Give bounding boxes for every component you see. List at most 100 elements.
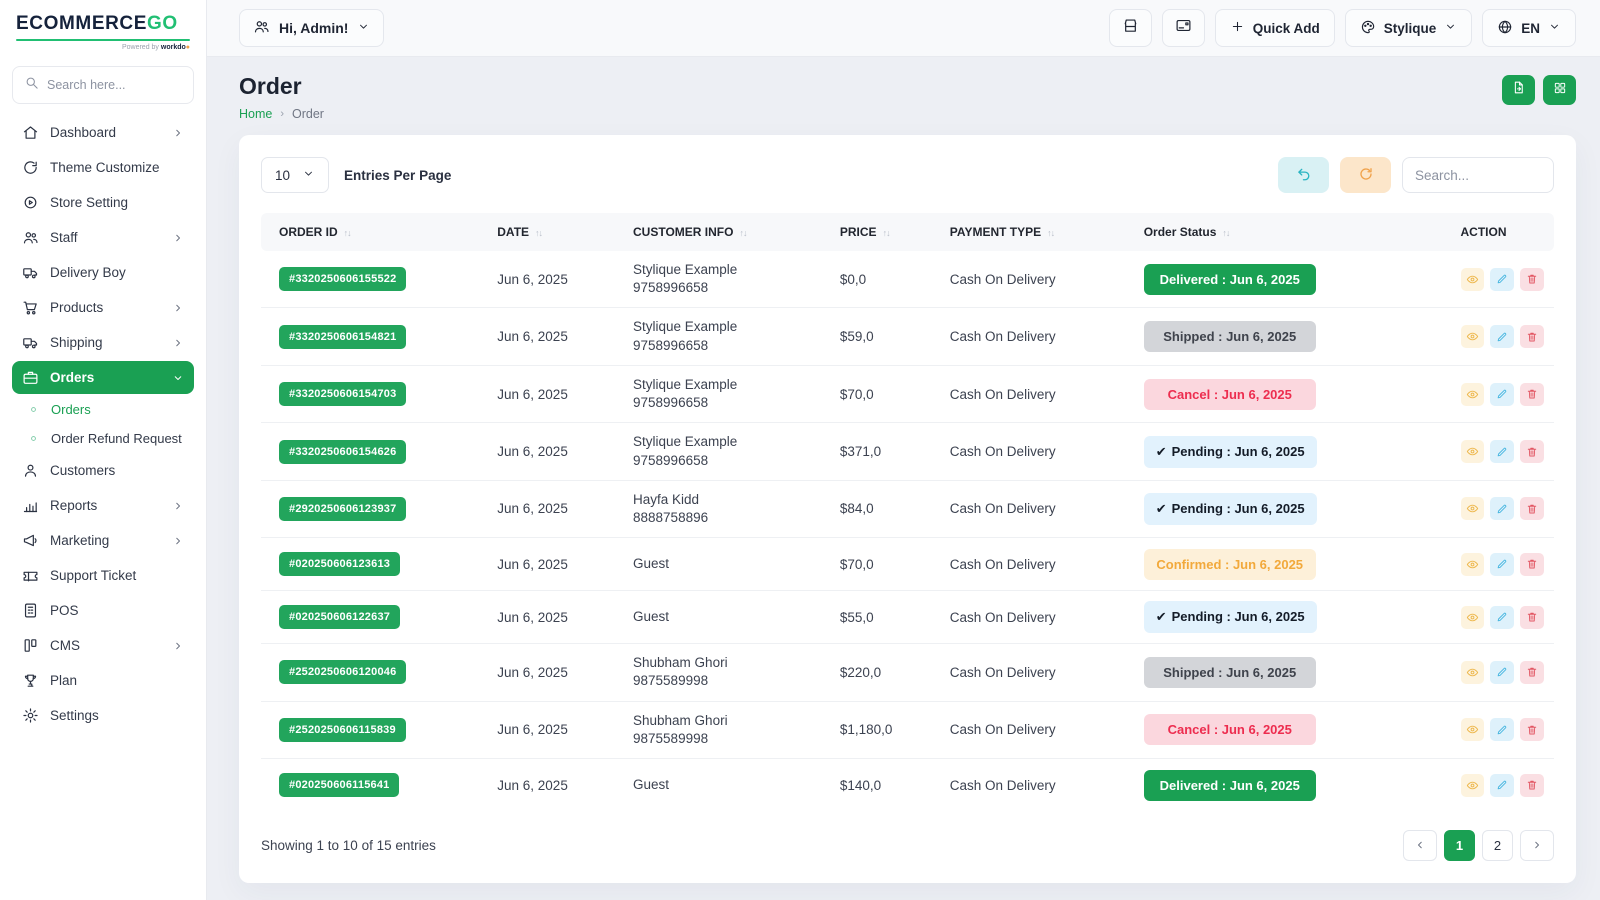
sidebar-item-marketing[interactable]: Marketing	[12, 524, 194, 557]
edit-order-button[interactable]	[1490, 382, 1515, 406]
delete-order-button[interactable]	[1520, 325, 1544, 349]
edit-order-button[interactable]	[1490, 718, 1515, 742]
users-icon	[22, 229, 39, 246]
edit-order-button[interactable]	[1490, 605, 1515, 629]
storefront-button[interactable]	[1108, 9, 1152, 47]
view-order-button[interactable]	[1460, 718, 1485, 742]
sidebar-item-pos[interactable]: POS	[12, 594, 194, 627]
column-header-date[interactable]: DATE ↑↓	[487, 213, 624, 251]
brand-logo[interactable]: ECOMMERCEGO Powered by workdo●	[0, 0, 206, 57]
breadcrumb-home-link[interactable]: Home	[239, 107, 273, 121]
export-button[interactable]	[1502, 75, 1535, 105]
view-order-button[interactable]	[1460, 552, 1485, 576]
sidebar-item-staff[interactable]: Staff	[12, 221, 194, 254]
edit-order-button[interactable]	[1490, 773, 1515, 797]
sidebar-item-cms[interactable]: CMS	[12, 629, 194, 662]
view-order-button[interactable]	[1460, 605, 1485, 629]
order-id-badge[interactable]: #3320250606155522	[279, 267, 407, 292]
sidebar-item-shipping[interactable]: Shipping	[12, 326, 194, 359]
sidebar-item-products[interactable]: Products	[12, 291, 194, 324]
edit-order-button[interactable]	[1490, 440, 1515, 464]
pagination-next-button[interactable]	[1520, 829, 1554, 861]
edit-order-button[interactable]	[1490, 325, 1515, 349]
delete-order-button[interactable]	[1520, 773, 1544, 797]
sort-icon: ↑↓	[1222, 228, 1230, 238]
column-header-customer-info[interactable]: CUSTOMER INFO ↑↓	[623, 213, 830, 251]
megaphone-icon	[22, 532, 39, 549]
column-header-action: ACTION	[1450, 213, 1554, 251]
delete-order-button[interactable]	[1520, 267, 1544, 291]
delete-order-button[interactable]	[1520, 382, 1544, 406]
table-search-input[interactable]	[1402, 157, 1554, 193]
view-order-button[interactable]	[1460, 267, 1485, 291]
order-id-badge[interactable]: #2520250606120046	[279, 660, 407, 685]
delete-order-button[interactable]	[1520, 440, 1544, 464]
order-id-badge[interactable]: #3320250606154626	[279, 439, 407, 464]
sidebar-subitem-order-refund-request[interactable]: Order Refund Request	[12, 425, 194, 452]
sidebar-item-support-ticket[interactable]: Support Ticket	[12, 559, 194, 592]
order-id-badge[interactable]: #3320250606154821	[279, 324, 407, 349]
breadcrumb-separator-icon: ›	[280, 108, 285, 120]
delete-order-button[interactable]	[1520, 605, 1544, 629]
order-id-badge[interactable]: #2920250606123937	[279, 496, 407, 521]
palette-icon	[1360, 19, 1376, 38]
customer-name: Shubham Ghori	[633, 712, 728, 728]
order-price: $84,0	[829, 480, 940, 539]
delete-order-button[interactable]	[1520, 660, 1544, 684]
view-order-button[interactable]	[1460, 440, 1485, 464]
order-id-badge[interactable]: #020250606115641	[279, 773, 400, 798]
view-order-button[interactable]	[1460, 497, 1485, 521]
sidebar-subitem-orders[interactable]: Orders	[12, 396, 194, 423]
delete-order-button[interactable]	[1520, 552, 1544, 576]
column-header-order-id[interactable]: ORDER ID ↑↓	[261, 213, 488, 251]
edit-order-button[interactable]	[1490, 660, 1515, 684]
sidebar-item-theme-customize[interactable]: Theme Customize	[12, 151, 194, 184]
card-button[interactable]	[1161, 9, 1205, 47]
sidebar-item-dashboard[interactable]: Dashboard	[12, 116, 194, 149]
sidebar-item-reports[interactable]: Reports	[12, 489, 194, 522]
sidebar-item-orders[interactable]: Orders	[12, 361, 194, 394]
refresh-button[interactable]	[1340, 157, 1391, 193]
order-id-badge[interactable]: #3320250606154703	[279, 382, 407, 407]
pagination-page-2[interactable]: 2	[1482, 829, 1513, 861]
chevron-down-icon	[172, 372, 184, 384]
quick-add-button[interactable]: Quick Add	[1214, 9, 1335, 47]
admin-menu-button[interactable]: Hi, Admin!	[239, 9, 385, 47]
sidebar-item-delivery-boy[interactable]: Delivery Boy	[12, 256, 194, 289]
delete-order-button[interactable]	[1520, 718, 1544, 742]
sidebar-item-settings[interactable]: Settings	[12, 699, 194, 732]
column-header-order-status[interactable]: Order Status ↑↓	[1133, 213, 1451, 251]
edit-order-button[interactable]	[1490, 552, 1515, 576]
grid-view-button[interactable]	[1543, 75, 1576, 105]
order-price: $220,0	[829, 643, 940, 702]
view-order-button[interactable]	[1460, 773, 1485, 797]
pagination-prev-button[interactable]	[1403, 829, 1437, 861]
breadcrumb: Home › Order	[239, 107, 324, 121]
order-id-badge[interactable]: #2520250606115839	[279, 717, 406, 742]
theme-select-button[interactable]: Stylique	[1344, 9, 1473, 47]
view-order-button[interactable]	[1460, 382, 1485, 406]
order-row: #3320250606154821 Jun 6, 2025 Stylique Exa…	[261, 307, 1554, 366]
order-id-badge[interactable]: #020250606123613	[279, 552, 401, 577]
entries-per-page-select[interactable]: 10	[261, 157, 330, 193]
undo-icon	[1296, 166, 1312, 185]
order-id-badge[interactable]: #020250606122637	[279, 605, 401, 630]
users-icon	[253, 18, 270, 38]
sidebar-item-customers[interactable]: Customers	[12, 454, 194, 487]
sidebar-item-store-setting[interactable]: Store Setting	[12, 186, 194, 219]
sidebar-item-plan[interactable]: Plan	[12, 664, 194, 697]
truck-icon	[22, 264, 39, 281]
language-select-button[interactable]: EN	[1482, 9, 1576, 47]
column-header-price[interactable]: PRICE ↑↓	[829, 213, 940, 251]
edit-order-button[interactable]	[1490, 267, 1515, 291]
sidebar-search[interactable]: Search here...	[12, 66, 194, 104]
pagination-page-1[interactable]: 1	[1444, 829, 1475, 861]
delete-order-button[interactable]	[1520, 497, 1544, 521]
view-order-button[interactable]	[1460, 660, 1485, 684]
undo-button[interactable]	[1278, 157, 1329, 193]
gear-badge-icon	[22, 194, 39, 211]
view-order-button[interactable]	[1460, 325, 1485, 349]
column-header-payment-type[interactable]: PAYMENT TYPE ↑↓	[939, 213, 1134, 251]
ticket-icon	[22, 567, 39, 584]
edit-order-button[interactable]	[1490, 497, 1515, 521]
